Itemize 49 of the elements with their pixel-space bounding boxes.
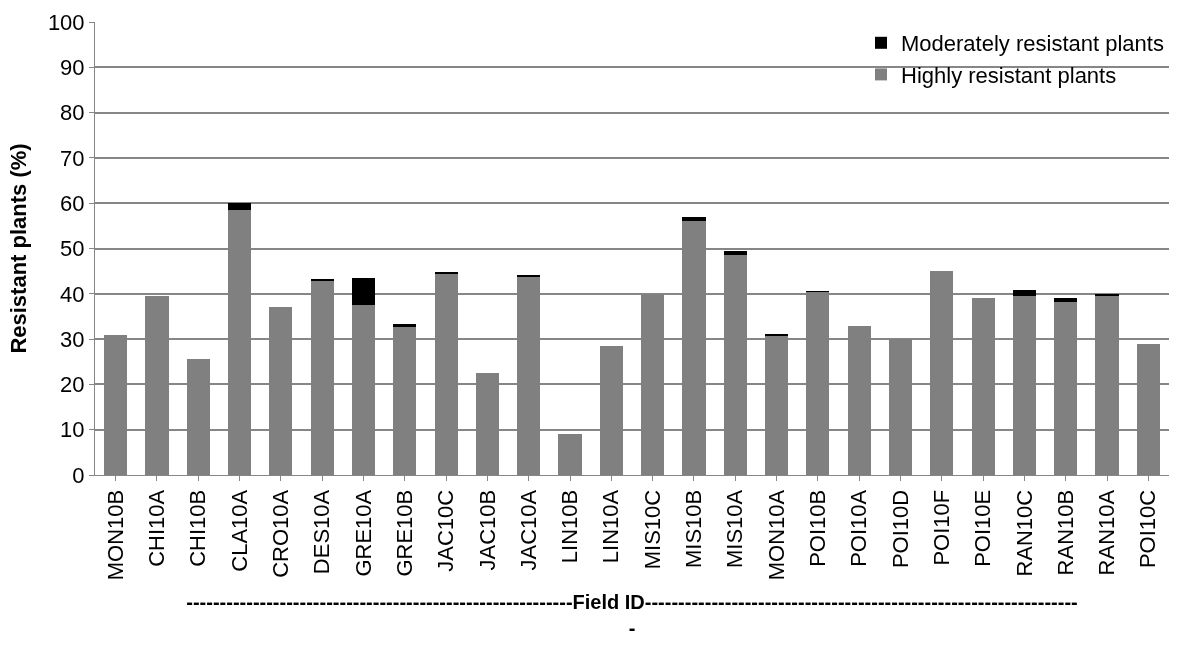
bar: [723, 251, 747, 256]
x-tick-label: GRE10B: [391, 489, 417, 577]
bar: [1012, 290, 1036, 297]
bar: [682, 217, 706, 222]
y-tick-label: 70: [60, 145, 85, 171]
x-tick-label: CRO10A: [268, 489, 294, 578]
y-tick-label: 80: [60, 100, 85, 126]
x-tick-label: DES10A: [309, 489, 335, 575]
bar: [351, 277, 376, 306]
x-tick-label: MIS10C: [639, 489, 665, 570]
y-tick-label: 30: [60, 326, 85, 352]
x-tick-label: RAN10A: [1094, 489, 1120, 576]
x-tick-label: POI10A: [846, 489, 872, 567]
x-tick-label: RAN10B: [1052, 489, 1078, 576]
x-tick-label: LIN10B: [557, 489, 583, 564]
x-tick-label: POI10E: [970, 489, 996, 567]
x-tick-label: POI10C: [1135, 489, 1161, 569]
x-tick-label: CHI10B: [185, 489, 211, 567]
y-tick-label: 40: [60, 281, 85, 307]
x-tick-label: CLA10A: [226, 489, 252, 572]
bar: [310, 278, 334, 281]
y-tick-label: 10: [60, 417, 85, 443]
x-tick-label: RAN10C: [1011, 489, 1037, 577]
y-tick-label: 20: [60, 372, 85, 398]
x-tick-label: POI10D: [887, 489, 913, 569]
x-tick-label: POI10B: [805, 489, 831, 567]
x-tick-label: MON10A: [763, 489, 789, 581]
legend-label: Highly resistant plants: [901, 62, 1117, 88]
x-tick-label: LIN10A: [598, 489, 624, 564]
y-axis-title: Resistant plants (%): [5, 143, 31, 354]
x-tick-label: GRE10A: [350, 489, 376, 577]
y-tick-label: 50: [60, 236, 85, 262]
x-tick-label: JAC10A: [515, 489, 541, 571]
x-tick-label: MIS10A: [722, 489, 748, 569]
x-tick-label: JAC10B: [474, 489, 500, 571]
bar: [228, 203, 252, 210]
x-axis-title: ----------------------------------------------------------Field ID----------------------------------------------------------------- -: [186, 590, 1078, 639]
y-tick-label: 90: [60, 55, 85, 80]
bar: [393, 324, 417, 327]
x-tick-label: POI10F: [928, 489, 954, 566]
y-tick-label: 0: [72, 462, 85, 488]
y-tick-label: 100: [47, 9, 85, 35]
x-tick-label: JAC10C: [433, 489, 459, 572]
legend-label: Moderately resistant plants: [901, 31, 1164, 57]
x-tick-label: MON10B: [102, 489, 128, 581]
x-tick-label: MIS10B: [681, 489, 707, 569]
x-tick-label: CHI10A: [144, 489, 170, 567]
bar: [1054, 298, 1078, 302]
y-tick-label: 60: [60, 190, 85, 216]
